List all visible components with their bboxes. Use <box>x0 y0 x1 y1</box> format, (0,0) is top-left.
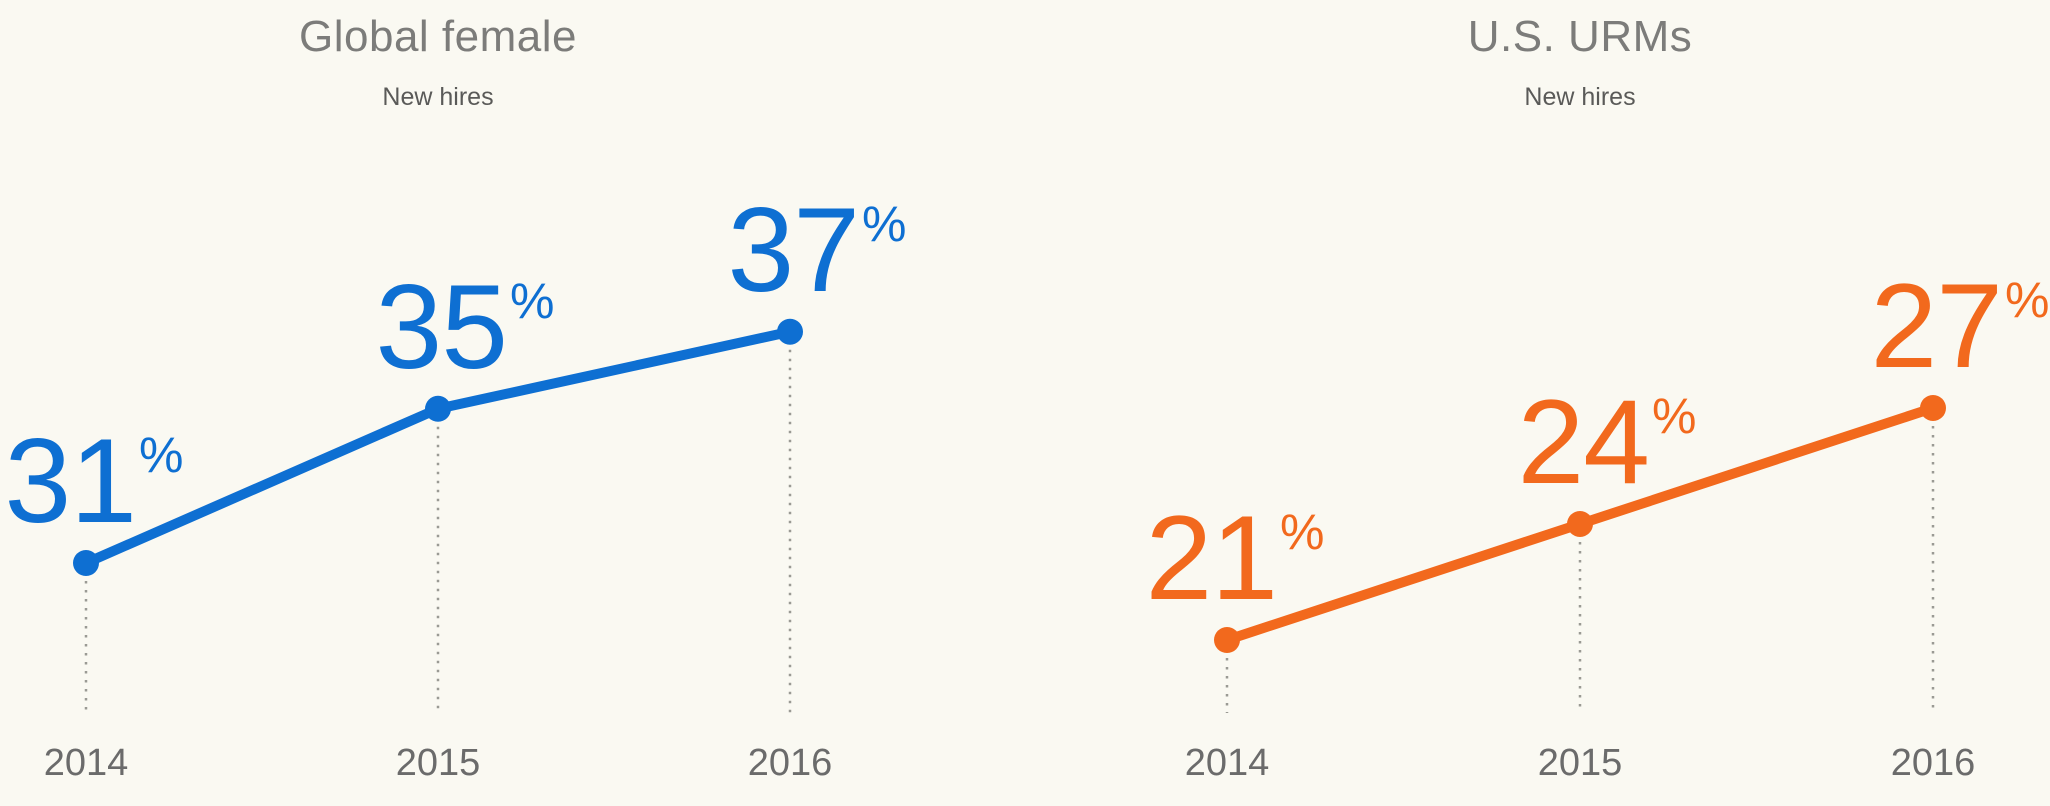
percent-sign: % <box>1280 504 1325 560</box>
value-number: 31 <box>4 414 137 548</box>
percent-sign: % <box>1652 387 1697 444</box>
data-point-dot <box>425 395 451 422</box>
percent-sign: % <box>2005 271 2050 328</box>
value-label: 35% <box>376 267 555 387</box>
data-point-dot <box>1920 394 1946 421</box>
series-line <box>83 326 792 568</box>
value-number: 27 <box>1870 258 2003 393</box>
data-point-dot <box>1567 510 1593 537</box>
year-label: 2015 <box>395 742 481 784</box>
value-number: 37 <box>727 182 860 317</box>
year-label: 2016 <box>747 742 833 784</box>
data-point-dot <box>1214 627 1240 653</box>
chart-title: U.S. URMs <box>1467 12 1693 61</box>
chart-title: Global female <box>299 12 577 61</box>
value-label: 21% <box>1146 498 1325 618</box>
value-label: 27% <box>1871 266 2050 386</box>
chart-subtitle: New hires <box>382 83 494 111</box>
chart-subtitle: New hires <box>1524 83 1636 111</box>
value-number: 35 <box>375 259 508 394</box>
percent-sign: % <box>510 272 555 329</box>
value-label: 24% <box>1518 382 1697 502</box>
data-point-dot <box>777 318 803 345</box>
year-label: 2015 <box>1537 742 1623 784</box>
value-number: 21 <box>1145 491 1278 625</box>
value-label: 31% <box>5 421 184 541</box>
value-number: 24 <box>1517 374 1650 509</box>
year-label: 2016 <box>1890 742 1976 784</box>
year-label: 2014 <box>1184 742 1270 784</box>
value-label: 37% <box>728 190 907 310</box>
data-point-dot <box>73 550 99 576</box>
percent-sign: % <box>139 427 184 483</box>
year-label: 2014 <box>43 742 129 784</box>
percent-sign: % <box>862 195 907 252</box>
series-line <box>1225 403 1935 645</box>
